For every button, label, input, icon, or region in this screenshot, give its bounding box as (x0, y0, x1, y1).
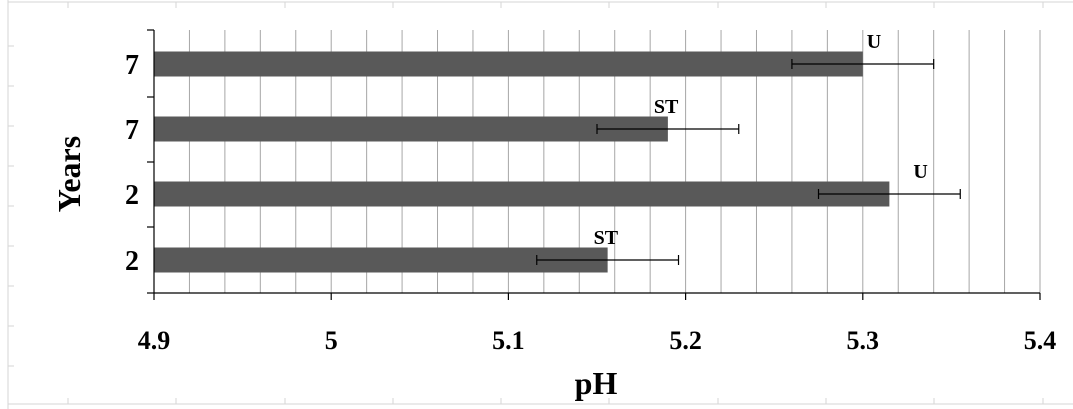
x-tick-label-1: 5 (325, 326, 338, 355)
bar-2 (154, 181, 890, 207)
x-tick-label-4: 5.3 (847, 326, 880, 355)
bar-3 (154, 247, 608, 273)
bar-1 (154, 116, 668, 142)
y-tick-label-0: 7 (125, 50, 139, 81)
x-tick-label-0: 4.9 (138, 326, 171, 355)
bar-label-0: U (867, 31, 881, 53)
bar-labels: U ST U ST (594, 31, 928, 249)
x-tick-label-3: 5.2 (669, 326, 702, 355)
bar-label-3: ST (594, 227, 619, 249)
bars (154, 51, 890, 273)
bar-label-2: U (913, 161, 927, 183)
outer-ticks (8, 2, 1044, 404)
x-tick-label-2: 5.1 (492, 326, 525, 355)
x-axis-title: pH (575, 365, 618, 401)
error-bars (536, 59, 961, 265)
x-tick-label-5: 5.4 (1024, 326, 1057, 355)
bar-0 (154, 51, 863, 77)
y-tick-label-2: 2 (125, 180, 139, 211)
bar-label-1: ST (654, 96, 679, 118)
y-tick-label-3: 2 (125, 246, 139, 277)
x-axis-ticks: 4.9 5 5.1 5.2 5.3 5.4 (138, 293, 1057, 355)
y-axis-ticks: 7 7 2 2 (125, 29, 154, 294)
y-axis-title: Years (51, 136, 87, 212)
y-tick-label-1: 7 (125, 115, 139, 146)
